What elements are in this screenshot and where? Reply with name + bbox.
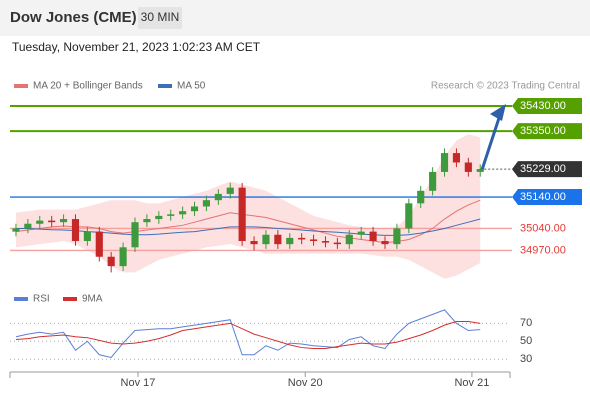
level-label: 35430.00 (520, 100, 566, 112)
candle-body (262, 234, 270, 245)
ma-line (15, 199, 481, 244)
candle-body (321, 241, 330, 243)
x-tick-label: Nov 20 (288, 377, 323, 389)
legend-label: MA 50 (177, 81, 206, 92)
level-label: 35040.00 (520, 222, 566, 234)
legend-swatch (158, 84, 172, 88)
candle-body (298, 237, 306, 240)
candle-body (107, 256, 115, 267)
y-tick-label: 30 (520, 353, 532, 365)
y-tick-label: 50 (520, 335, 532, 347)
candle-body (155, 215, 163, 220)
candle-body (250, 241, 258, 245)
target-arrow (480, 114, 502, 170)
level-box (512, 97, 582, 114)
candle-body (369, 231, 377, 242)
level-box (512, 161, 582, 178)
candle-body (357, 231, 365, 235)
candle-body (405, 203, 413, 229)
candle-body (167, 214, 175, 216)
legend-label: RSI (33, 294, 50, 305)
candle-body (345, 234, 353, 245)
level-box (512, 123, 582, 140)
header-bar (0, 0, 590, 36)
target-arrowhead (490, 104, 506, 121)
timeframe-box (138, 7, 182, 29)
candle-body (393, 228, 401, 245)
candle-body (214, 193, 222, 201)
legend-swatch (63, 297, 77, 301)
candle-body (464, 162, 472, 172)
level-label: 35229.00 (520, 163, 566, 175)
timeframe: 30 MIN (141, 10, 180, 24)
legend-label: MA 20 + Bollinger Bands (33, 81, 143, 92)
legend-swatch (14, 297, 28, 301)
legend-label: 9MA (82, 294, 103, 305)
candle-body (24, 223, 32, 229)
candle-body (179, 211, 187, 215)
candle-body (48, 220, 56, 223)
candle-body (476, 169, 484, 172)
candle-body (131, 222, 139, 248)
candle-body (143, 219, 151, 223)
level-box (512, 189, 582, 206)
title: Dow Jones (CME) (10, 9, 137, 26)
y-tick-label: 70 (520, 317, 532, 329)
level-label: 35350.00 (520, 125, 566, 137)
candle-body (83, 231, 91, 242)
candle-body (274, 234, 282, 245)
candle-body (95, 231, 103, 257)
candle-body (12, 228, 20, 232)
candle-body (286, 237, 294, 245)
candle-body (60, 219, 68, 223)
datetime: Tuesday, November 21, 2023 1:02:23 AM CE… (12, 40, 261, 54)
candle-body (119, 247, 127, 267)
candle-body (36, 220, 44, 224)
x-tick-label: Nov 21 (454, 377, 489, 389)
ma-line (15, 218, 481, 236)
candle-body (310, 239, 318, 242)
candle-body (452, 153, 460, 163)
x-tick-label: Nov 17 (121, 377, 156, 389)
candle-body (440, 153, 449, 172)
candle-body (429, 171, 437, 191)
level-label: 34970.00 (520, 244, 566, 256)
candle-body (202, 200, 210, 207)
candle-body (238, 187, 246, 242)
source: Research © 2023 Trading Central (431, 81, 580, 92)
rsi-line (15, 321, 481, 349)
candle-body (417, 190, 425, 204)
candle-body (381, 241, 389, 245)
rsi-line (15, 309, 481, 358)
candle-body (333, 242, 341, 245)
legend-swatch (14, 84, 28, 88)
candle-body (226, 187, 234, 194)
candle-body (71, 219, 80, 242)
candle-body (190, 206, 199, 212)
level-label: 35140.00 (520, 191, 566, 203)
